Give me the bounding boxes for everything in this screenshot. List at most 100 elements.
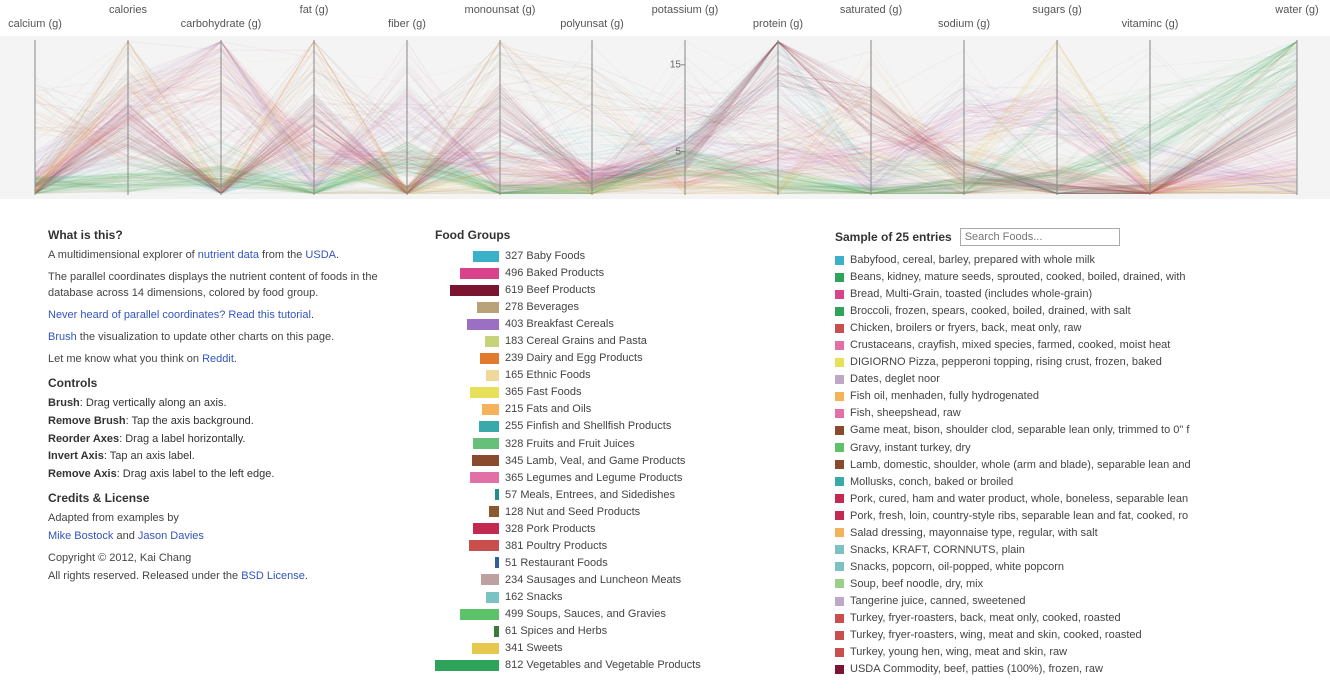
food-group-row[interactable]: 61 Spices and Herbs: [435, 623, 805, 640]
link-bostock[interactable]: Mike Bostock: [48, 530, 113, 542]
food-group-row[interactable]: 327 Baby Foods: [435, 248, 805, 265]
food-group-bar: [482, 404, 499, 415]
sample-row[interactable]: Pork, fresh, loin, country-style ribs, s…: [835, 508, 1315, 525]
food-group-row[interactable]: 345 Lamb, Veal, and Game Products: [435, 453, 805, 470]
sample-row[interactable]: Pork, cured, ham and water product, whol…: [835, 491, 1315, 508]
food-group-bar: [450, 285, 499, 296]
food-group-row[interactable]: 619 Beef Products: [435, 282, 805, 299]
sample-row[interactable]: Turkey, fryer-roasters, back, meat only,…: [835, 610, 1315, 627]
intro-p2: The parallel coordinates displays the nu…: [48, 270, 405, 302]
heading-controls: Controls: [48, 376, 405, 390]
food-group-count: 162: [505, 591, 523, 603]
food-group-label: Baby Foods: [526, 250, 585, 262]
sample-row[interactable]: Tangerine juice, canned, sweetened: [835, 593, 1315, 610]
sample-row[interactable]: Soup, beef noodle, dry, mix: [835, 576, 1315, 593]
sample-row[interactable]: Fish, sheepshead, raw: [835, 405, 1315, 422]
sample-row[interactable]: Beans, kidney, mature seeds, sprouted, c…: [835, 269, 1315, 286]
axis-label-sugars[interactable]: sugars (g): [1032, 4, 1082, 16]
food-group-row[interactable]: 255 Finfish and Shellfish Products: [435, 418, 805, 435]
axis-label-calcium[interactable]: calcium (g): [8, 18, 62, 30]
food-group-label: Beverages: [526, 301, 579, 313]
food-group-row[interactable]: 128 Nut and Seed Products: [435, 504, 805, 521]
search-input[interactable]: [960, 228, 1120, 246]
sample-row[interactable]: Broccoli, frozen, spears, cooked, boiled…: [835, 303, 1315, 320]
food-group-row[interactable]: 239 Dairy and Egg Products: [435, 350, 805, 367]
food-group-count: 234: [505, 574, 523, 586]
food-group-count: 403: [505, 318, 523, 330]
axis-label-sodium[interactable]: sodium (g): [938, 18, 990, 30]
sample-row[interactable]: Game meat, bison, shoulder clod, separab…: [835, 422, 1315, 439]
intro-p3: Never heard of parallel coordinates? Rea…: [48, 308, 405, 324]
food-group-row[interactable]: 278 Beverages: [435, 299, 805, 316]
food-group-row[interactable]: 812 Vegetables and Vegetable Products: [435, 657, 805, 674]
sample-row[interactable]: Snacks, popcorn, oil-popped, white popco…: [835, 559, 1315, 576]
food-group-label: Baked Products: [526, 267, 604, 279]
food-group-row[interactable]: 328 Fruits and Fruit Juices: [435, 436, 805, 453]
sample-row[interactable]: Chicken, broilers or fryers, back, meat …: [835, 320, 1315, 337]
food-group-row[interactable]: 51 Restaurant Foods: [435, 555, 805, 572]
axis-label-calories[interactable]: calories: [109, 4, 147, 16]
sample-row[interactable]: USDA Commodity, beef, patties (100%), fr…: [835, 661, 1315, 678]
sample-label: Mollusks, conch, baked or broiled: [850, 476, 1013, 488]
sample-row[interactable]: Turkey, fryer-roasters, wing, meat and s…: [835, 627, 1315, 644]
food-group-row[interactable]: 328 Pork Products: [435, 521, 805, 538]
food-group-label: Spices and Herbs: [520, 625, 607, 637]
sample-row[interactable]: Mollusks, conch, baked or broiled: [835, 474, 1315, 491]
sample-row[interactable]: Salad dressing, mayonnaise type, regular…: [835, 525, 1315, 542]
sample-row[interactable]: Turkey, young hen, wing, meat and skin, …: [835, 644, 1315, 661]
axis-label-fiber[interactable]: fiber (g): [388, 18, 426, 30]
axis-label-vitaminc[interactable]: vitaminc (g): [1122, 18, 1179, 30]
parallel-coordinates-chart[interactable]: calcium (g) calories carbohydrate (g) fat (…: [0, 0, 1330, 205]
sample-swatch: [835, 528, 844, 537]
axis-label-protein[interactable]: protein (g): [753, 18, 803, 30]
sample-row[interactable]: Lamb, domestic, shoulder, whole (arm and…: [835, 457, 1315, 474]
food-group-row[interactable]: 496 Baked Products: [435, 265, 805, 282]
sample-label: Soup, beef noodle, dry, mix: [850, 578, 983, 590]
sample-row[interactable]: Fish oil, menhaden, fully hydrogenated: [835, 388, 1315, 405]
sample-row[interactable]: Bread, Multi-Grain, toasted (includes wh…: [835, 286, 1315, 303]
axis-tick: 15: [670, 59, 685, 70]
link-tutorial[interactable]: Never heard of parallel coordinates? Rea…: [48, 309, 311, 321]
axis-label-fat[interactable]: fat (g): [300, 4, 329, 16]
food-group-row[interactable]: 499 Soups, Sauces, and Gravies: [435, 606, 805, 623]
axis-label-water[interactable]: water (g): [1275, 4, 1318, 16]
food-group-row[interactable]: 162 Snacks: [435, 589, 805, 606]
link-brush[interactable]: Brush: [48, 331, 77, 343]
food-group-row[interactable]: 381 Poultry Products: [435, 538, 805, 555]
axis-label-carbohydrate[interactable]: carbohydrate (g): [181, 18, 262, 30]
food-group-label: Legumes and Legume Products: [526, 472, 682, 484]
axis-label-monounsat[interactable]: monounsat (g): [465, 4, 536, 16]
sample-row[interactable]: Babyfood, cereal, barley, prepared with …: [835, 252, 1315, 269]
control-item: Remove Axis: Drag axis label to the left…: [48, 467, 405, 483]
food-group-row[interactable]: 234 Sausages and Luncheon Meats: [435, 572, 805, 589]
food-group-row[interactable]: 57 Meals, Entrees, and Sidedishes: [435, 487, 805, 504]
food-group-row[interactable]: 165 Ethnic Foods: [435, 367, 805, 384]
link-usda[interactable]: USDA: [305, 249, 336, 261]
sample-row[interactable]: Dates, deglet noor: [835, 371, 1315, 388]
food-group-label: Beef Products: [526, 284, 595, 296]
axis-label-polyunsat[interactable]: polyunsat (g): [560, 18, 624, 30]
sample-row[interactable]: Crustaceans, crayfish, mixed species, fa…: [835, 337, 1315, 354]
food-group-count: 215: [505, 403, 523, 415]
credits-license: All rights reserved. Released under the …: [48, 569, 405, 585]
food-group-row[interactable]: 341 Sweets: [435, 640, 805, 657]
food-group-count: 381: [505, 540, 523, 552]
link-bsd[interactable]: BSD License: [241, 570, 305, 582]
sample-row[interactable]: Snacks, KRAFT, CORNNUTS, plain: [835, 542, 1315, 559]
food-group-label: Lamb, Veal, and Game Products: [526, 455, 685, 467]
link-nutrient-data[interactable]: nutrient data: [198, 249, 259, 261]
link-reddit[interactable]: Reddit: [202, 353, 234, 365]
food-group-row[interactable]: 365 Fast Foods: [435, 384, 805, 401]
axis-label-saturated[interactable]: saturated (g): [840, 4, 902, 16]
food-group-label: Finfish and Shellfish Products: [526, 420, 671, 432]
control-item: Remove Brush: Tap the axis background.: [48, 414, 405, 430]
food-group-row[interactable]: 215 Fats and Oils: [435, 401, 805, 418]
food-group-bar: [481, 574, 499, 585]
food-group-row[interactable]: 403 Breakfast Cereals: [435, 316, 805, 333]
link-davies[interactable]: Jason Davies: [138, 530, 204, 542]
axis-label-potassium[interactable]: potassium (g): [652, 4, 719, 16]
sample-row[interactable]: Gravy, instant turkey, dry: [835, 440, 1315, 457]
sample-row[interactable]: DIGIORNO Pizza, pepperoni topping, risin…: [835, 354, 1315, 371]
food-group-row[interactable]: 183 Cereal Grains and Pasta: [435, 333, 805, 350]
food-group-row[interactable]: 365 Legumes and Legume Products: [435, 470, 805, 487]
